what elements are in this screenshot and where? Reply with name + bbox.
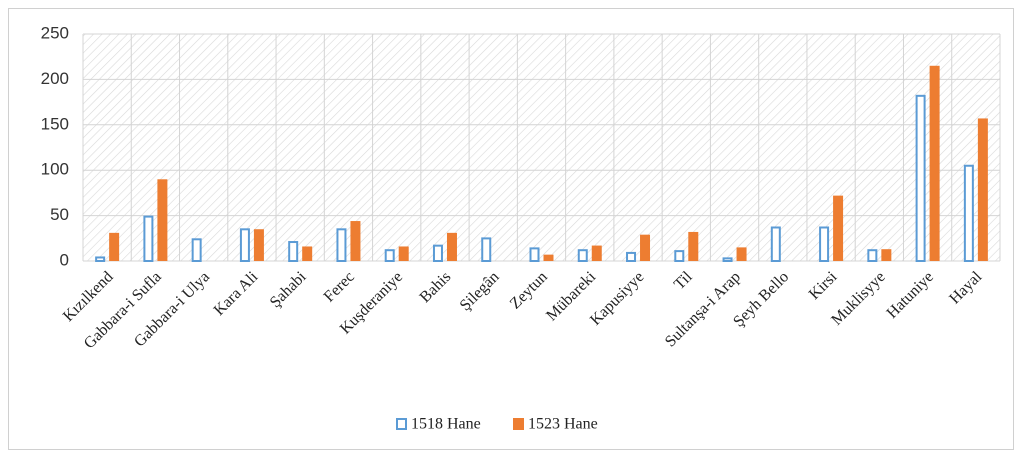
- legend-label: 1518 Hane: [411, 416, 481, 433]
- y-tick-label: 50: [50, 205, 69, 224]
- bar: [398, 246, 409, 261]
- bar: [239, 228, 250, 262]
- bar: [302, 246, 313, 261]
- bar: [432, 244, 443, 263]
- bar: [481, 237, 492, 262]
- y-tick-label: 250: [41, 23, 69, 42]
- bar: [881, 249, 892, 261]
- bar: [253, 229, 264, 261]
- y-tick-label: 100: [41, 160, 69, 179]
- legend-label: 1523 Hane: [528, 416, 598, 433]
- y-tick-label: 150: [41, 114, 69, 133]
- bar: [143, 215, 154, 263]
- bar: [109, 232, 120, 261]
- bar: [867, 249, 878, 262]
- bar: [543, 254, 554, 261]
- bar: [350, 221, 361, 261]
- bar: [446, 232, 457, 261]
- plot-area: [83, 34, 1000, 261]
- legend-swatch: [513, 418, 524, 430]
- legend-swatch: [396, 418, 407, 430]
- bar: [977, 118, 988, 261]
- bar: [915, 94, 926, 262]
- y-tick-label: 200: [41, 69, 69, 88]
- bar: [929, 65, 940, 261]
- bar: [95, 256, 106, 262]
- bar: [722, 257, 733, 263]
- bar: [688, 231, 699, 261]
- bar: [191, 238, 202, 263]
- bar: [384, 249, 395, 262]
- bar: [963, 164, 974, 262]
- bar: [770, 226, 781, 263]
- bar: [288, 241, 299, 263]
- bar: [736, 247, 747, 261]
- bar: [640, 234, 651, 261]
- bar: [577, 249, 588, 262]
- bar: [529, 247, 540, 263]
- bar: [819, 226, 830, 263]
- bar: [833, 195, 844, 261]
- bar: [336, 228, 347, 262]
- y-tick-label: 0: [60, 250, 69, 269]
- bar: [157, 179, 168, 261]
- bar: [626, 251, 637, 262]
- bar: [591, 245, 602, 261]
- bar: [674, 250, 685, 263]
